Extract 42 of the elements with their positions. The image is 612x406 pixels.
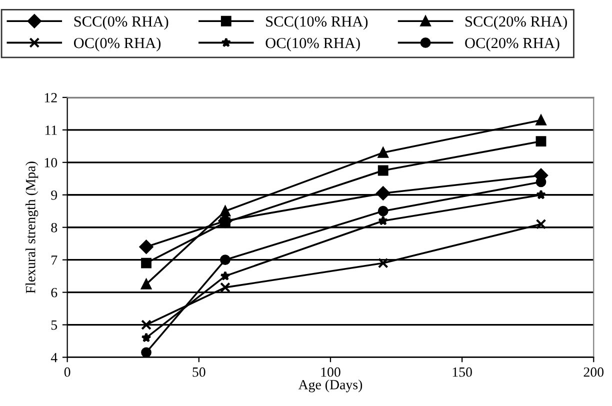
y-tick-label: 5 — [51, 320, 58, 330]
point — [220, 254, 230, 266]
point — [141, 278, 152, 290]
y-axis-title: Flexural strength (Mpa) — [26, 162, 38, 294]
point — [141, 347, 152, 358]
x-tick-label: 0 — [64, 367, 70, 377]
y-tick-label: 11 — [45, 126, 57, 135]
y-tick-label: 12 — [44, 93, 57, 102]
legend-label: SCC(0% RHA) — [74, 16, 168, 30]
x-axis-title: Age (Days) — [298, 380, 362, 392]
y-tick-label: 8 — [51, 222, 58, 232]
point — [378, 206, 388, 216]
point — [141, 332, 152, 342]
y-tick-label: 6 — [51, 288, 58, 298]
legend-label: OC(10% RHA) — [266, 37, 360, 52]
point — [378, 216, 388, 226]
y-tick-label: 4 — [50, 352, 58, 362]
point — [378, 258, 388, 268]
point — [378, 147, 388, 158]
point — [141, 320, 152, 330]
legend-label: SCC(20% RHA) — [466, 16, 567, 30]
legend-label: OC(0% RHA) — [74, 37, 161, 52]
legend-label: SCC(10% RHA) — [266, 16, 368, 30]
point — [536, 190, 546, 200]
y-tick-label: 10 — [44, 158, 58, 168]
point — [536, 218, 546, 230]
y-tick-label: 9 — [51, 190, 58, 200]
point — [220, 282, 230, 293]
legend-label: OC(20% RHA) — [465, 37, 560, 52]
point — [220, 270, 230, 280]
point — [376, 186, 390, 200]
point — [536, 136, 546, 146]
point — [536, 114, 546, 126]
x-tick-label: 150 — [452, 367, 472, 377]
point — [220, 206, 230, 216]
x-tick-label: 50 — [192, 367, 206, 377]
x-tick-label: 100 — [321, 367, 340, 377]
point — [139, 240, 154, 254]
y-tick-label: 7 — [52, 256, 58, 265]
point — [141, 258, 152, 268]
point — [378, 165, 388, 176]
x-tick-label: 200 — [584, 367, 604, 377]
